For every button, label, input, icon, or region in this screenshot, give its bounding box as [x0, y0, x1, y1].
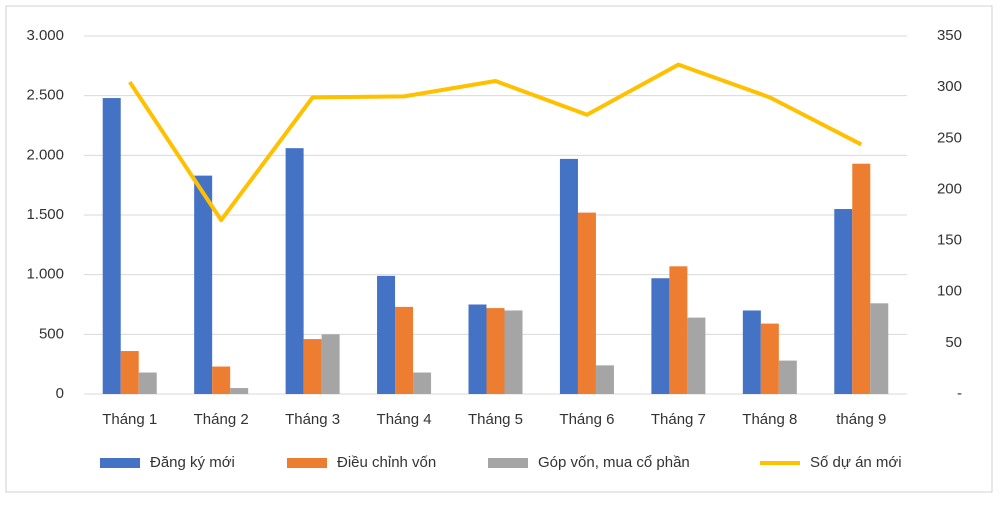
bar: [102, 98, 121, 394]
x-tick-label: Tháng 1: [102, 411, 157, 428]
bar: [834, 209, 853, 394]
legend-swatch: [100, 458, 140, 468]
bar: [778, 360, 797, 394]
line: [128, 62, 863, 223]
bar: [852, 163, 871, 394]
y2-tick-label: 350: [937, 27, 962, 44]
bar: [230, 388, 249, 394]
y-tick-label: 3.000: [26, 27, 64, 44]
bar: [395, 306, 414, 394]
y-tick-label: 1.000: [26, 266, 64, 283]
y2-tick-label: 50: [945, 334, 962, 351]
bar: [285, 148, 304, 394]
y2-tick-label: 300: [937, 78, 962, 95]
bar: [742, 310, 761, 394]
bar: [504, 310, 523, 394]
x-tick-label: Tháng 8: [742, 411, 797, 428]
bar: [120, 351, 139, 394]
legend-swatch: [287, 458, 327, 468]
bar: [760, 323, 779, 394]
y2-tick-label: -: [957, 385, 962, 402]
legend-label: Điều chỉnh vốn: [337, 454, 436, 471]
y2-tick-label: 150: [937, 232, 962, 249]
x-tick-label: Tháng 6: [559, 411, 614, 428]
x-tick-label: Tháng 2: [194, 411, 249, 428]
legend-label: Góp vốn, mua cổ phần: [538, 454, 690, 471]
bar: [377, 275, 396, 394]
y2-tick-label: 200: [937, 180, 962, 197]
x-tick-label: Tháng 3: [285, 411, 340, 428]
legend-label: Đăng ký mới: [150, 454, 235, 471]
bar: [138, 372, 157, 394]
bar: [687, 317, 706, 394]
chart-border: [5, 5, 993, 493]
bar: [559, 158, 578, 394]
bar: [413, 372, 432, 394]
y2-tick-label: 100: [937, 283, 962, 300]
bar: [321, 334, 340, 394]
y-tick-label: 2.000: [26, 146, 64, 163]
bar: [870, 303, 889, 394]
bar: [303, 339, 322, 394]
y-tick-label: 2.500: [26, 87, 64, 104]
x-tick-label: Tháng 4: [377, 411, 432, 428]
bar: [577, 212, 596, 394]
bar: [595, 365, 614, 394]
bar: [194, 175, 213, 394]
y-tick-label: 500: [39, 325, 64, 342]
y-tick-label: 0: [56, 385, 64, 402]
y-tick-label: 1.500: [26, 206, 64, 223]
x-tick-label: tháng 9: [836, 411, 886, 428]
bar: [486, 308, 505, 394]
bar: [212, 366, 231, 394]
bar: [669, 266, 688, 394]
bar: [651, 278, 670, 394]
legend-swatch: [488, 458, 528, 468]
x-tick-label: Tháng 7: [651, 411, 706, 428]
y2-tick-label: 250: [937, 129, 962, 146]
legend-label: Số dự án mới: [810, 454, 902, 471]
x-tick-label: Tháng 5: [468, 411, 523, 428]
bar: [468, 304, 487, 394]
